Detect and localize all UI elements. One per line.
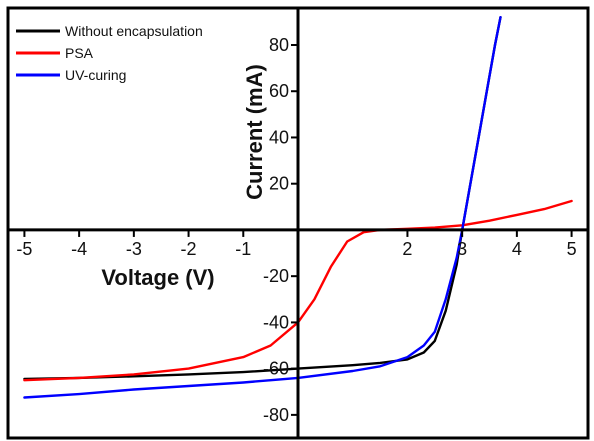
x-tick-label: -1 [235,239,251,259]
x-tick-label: -3 [126,239,142,259]
x-tick-label: 5 [567,239,577,259]
x-tick-label: -5 [16,239,32,259]
legend-label-1: Without encapsulation [65,23,203,39]
y-tick-label: -80 [263,405,289,425]
x-tick-label: 4 [512,239,522,259]
legend-label-2: PSA [65,45,94,61]
y-tick-label: -40 [263,312,289,332]
y-tick-label: 60 [269,81,289,101]
y-tick-label: 80 [269,35,289,55]
y-tick-label: 20 [269,174,289,194]
series-line-3 [23,16,502,399]
y-axis-label: Current (mA) [242,64,267,200]
legend: Without encapsulation PSA UV-curing [16,23,203,83]
x-axis-label: Voltage (V) [101,265,214,290]
series-line-2 [23,199,573,382]
x-tick-label: -2 [181,239,197,259]
y-tick-label: 40 [269,127,289,147]
x-tick-label: 3 [457,239,467,259]
y-tick-label: -60 [263,359,289,379]
ticks: -5 -4 -3 -2 -1 2 3 4 5 80 60 40 20 -20 -40 -60 -80 [16,35,576,425]
x-tick-label: 2 [402,239,412,259]
series-curves [23,16,573,399]
axes [8,8,588,438]
legend-label-3: UV-curing [65,67,126,83]
y-tick-label: -20 [263,266,289,286]
x-tick-label: -4 [71,239,87,259]
